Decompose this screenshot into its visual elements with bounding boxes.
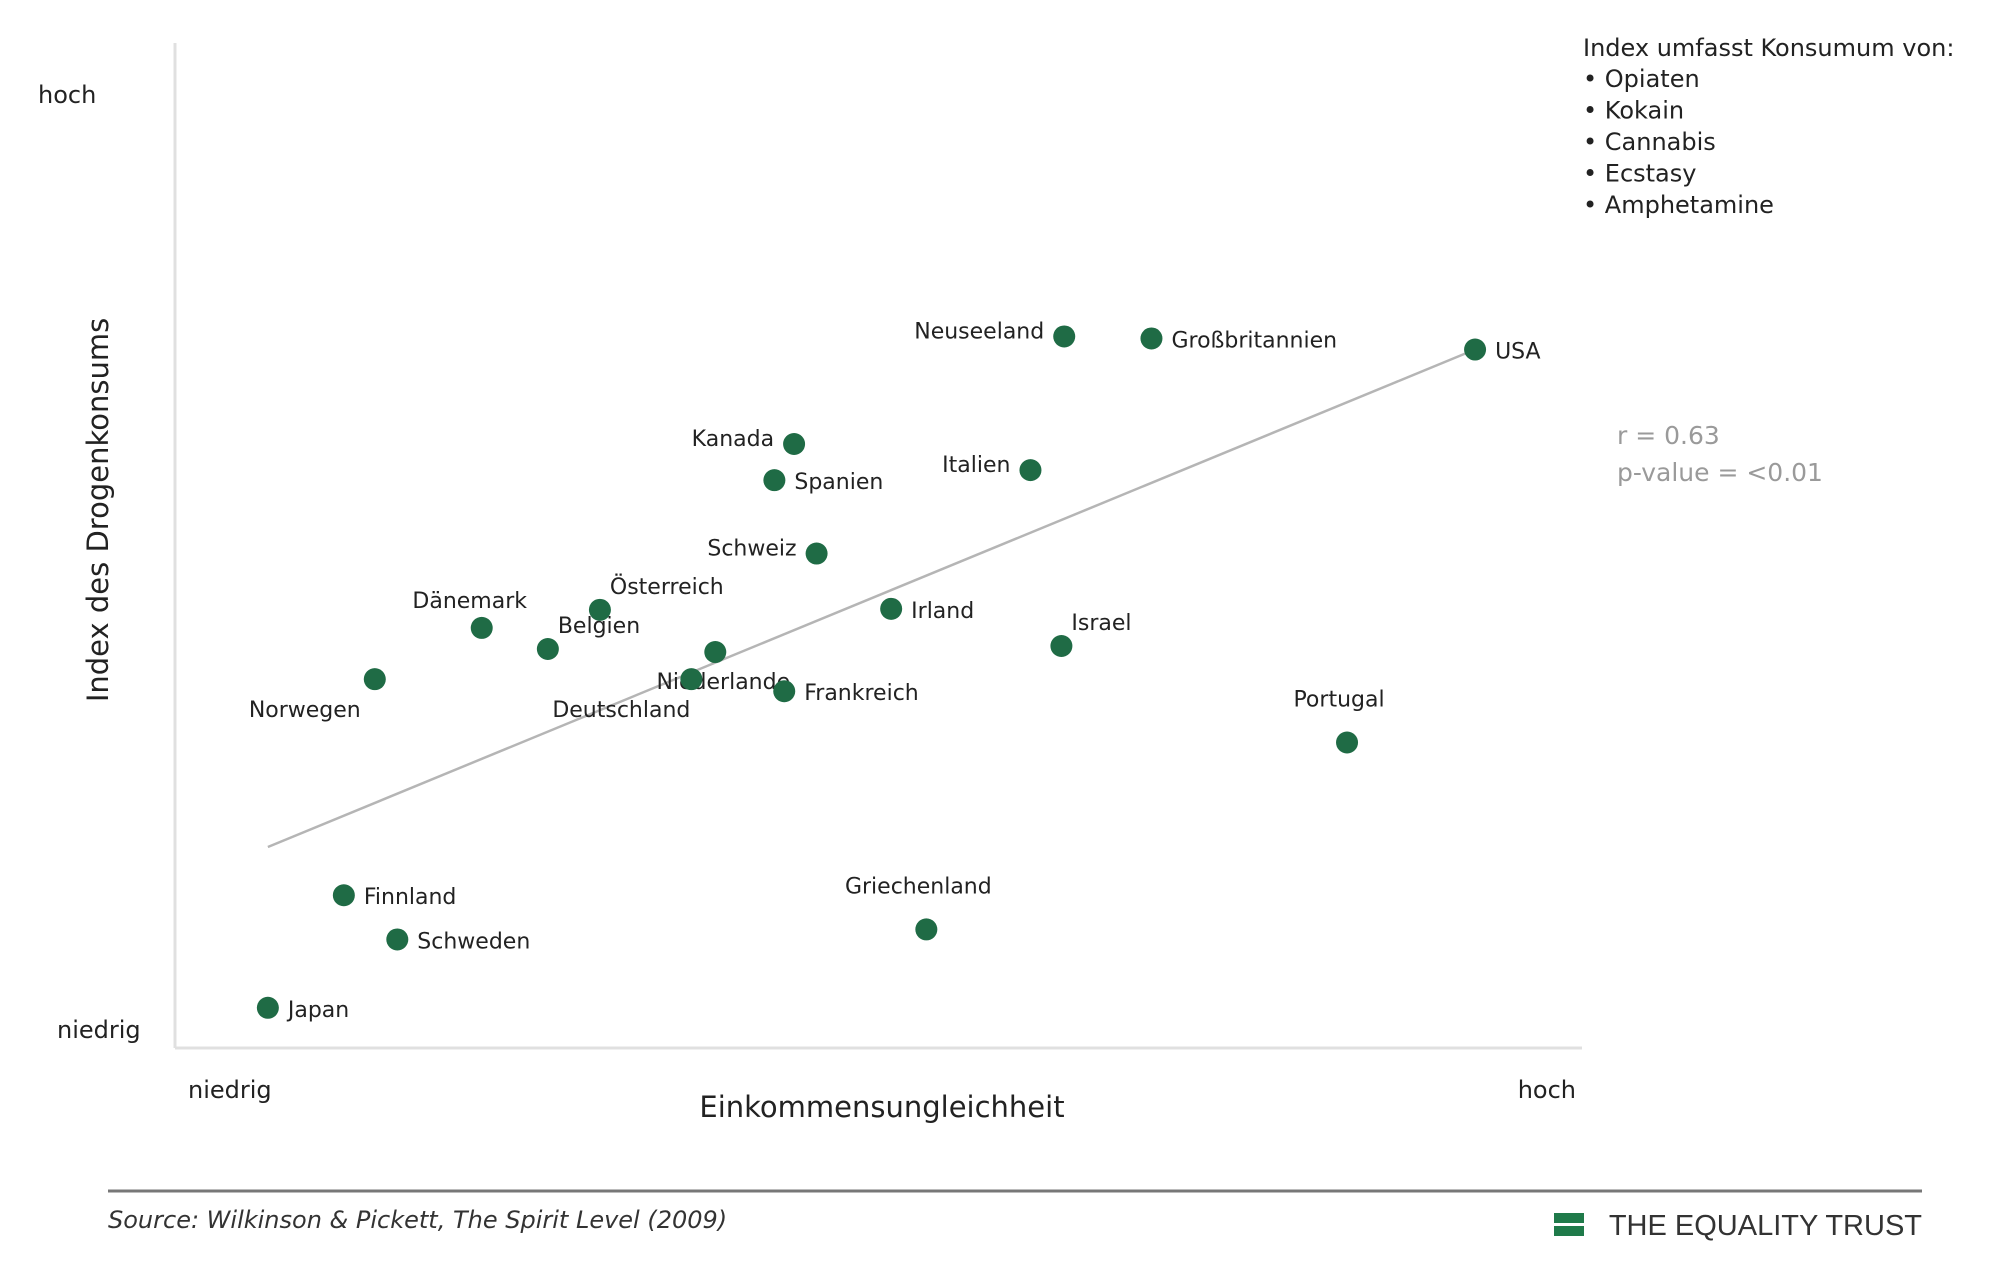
x-low-label: niedrig: [188, 1076, 272, 1104]
data-point: [805, 542, 828, 565]
data-point: [915, 918, 938, 941]
data-point: [1050, 635, 1073, 657]
data-point: [763, 469, 786, 492]
brand-name: THE EQUALITY TRUST: [1609, 1210, 1922, 1242]
r-value: r = 0.63: [1617, 421, 1720, 450]
x-axis-title: Einkommensungleichheit: [699, 1090, 1064, 1124]
data-point: [470, 616, 493, 639]
data-point: [386, 928, 409, 951]
data-point: [256, 996, 279, 1019]
data-point: [1336, 731, 1359, 754]
data-point: [680, 668, 703, 691]
y-low-label: niedrig: [57, 1016, 141, 1044]
data-point: [783, 432, 806, 455]
point-label: Japan: [286, 998, 349, 1023]
data-point: [332, 884, 355, 907]
data-point: [1053, 325, 1076, 348]
data-points: JapanFinnlandSchwedenNorwegenDänemarkBel…: [249, 319, 1541, 1022]
data-point: [880, 597, 903, 620]
point-label: Portugal: [1293, 687, 1384, 712]
annotation-item: • Opiaten: [1583, 65, 1700, 93]
equality-trust-logo-icon: [1554, 1213, 1584, 1236]
point-label: Dänemark: [412, 589, 527, 614]
data-point: [773, 680, 796, 703]
p-value: p-value = <0.01: [1617, 458, 1823, 487]
point-label: Israel: [1071, 611, 1131, 636]
data-point: [536, 638, 559, 661]
point-label: Schweden: [417, 929, 530, 954]
annotation-item: • Ecstasy: [1583, 160, 1696, 188]
data-point: [588, 598, 611, 621]
point-label: Spanien: [794, 470, 883, 495]
annotation-item: • Cannabis: [1583, 128, 1716, 156]
annotation-item: • Kokain: [1583, 97, 1684, 125]
point-label: Irland: [911, 599, 974, 624]
data-point: [363, 668, 386, 691]
point-label: Niederlande: [656, 670, 790, 695]
point-label: USA: [1495, 340, 1541, 365]
point-label: Neuseeland: [914, 319, 1044, 344]
annotation-heading: Index umfasst Konsumum von:: [1583, 34, 1954, 62]
point-label: Norwegen: [249, 698, 361, 723]
source-note: Source: Wilkinson & Pickett, The Spirit …: [108, 1206, 727, 1234]
y-axis-title: Index des Drogenkonsums: [81, 318, 115, 702]
y-high-label: hoch: [38, 81, 96, 109]
trend-line: [267, 348, 1476, 849]
point-label: Österreich: [610, 574, 724, 600]
data-point: [704, 641, 727, 664]
point-label: Großbritannien: [1171, 328, 1337, 353]
point-label: Finnland: [364, 885, 457, 910]
point-label: Griechenland: [845, 874, 992, 899]
data-point: [1464, 338, 1487, 361]
data-point: [1140, 327, 1163, 350]
point-label: Schweiz: [707, 537, 796, 562]
x-high-label: hoch: [1518, 1076, 1576, 1104]
annotation-item: • Amphetamine: [1583, 191, 1774, 219]
point-label: Kanada: [692, 427, 774, 452]
point-label: Frankreich: [804, 681, 919, 706]
data-point: [1019, 459, 1042, 482]
point-label: Deutschland: [552, 698, 690, 723]
annotation-list: • Opiaten • Kokain • Cannabis • Ecstasy • Am…: [1583, 65, 1774, 219]
point-label: Italien: [942, 453, 1010, 478]
